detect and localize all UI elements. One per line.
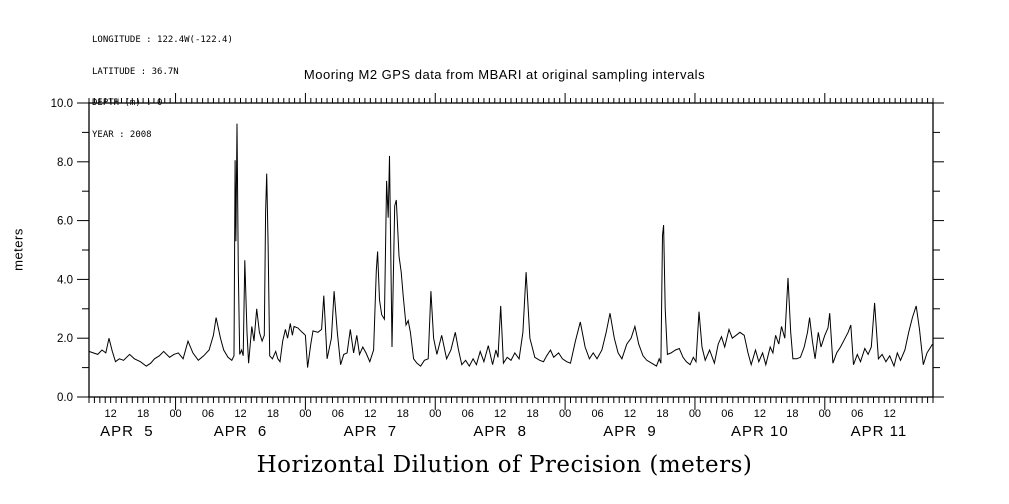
x-time-tick-label: 00 bbox=[819, 408, 831, 420]
metadata-latitude: LATITUDE : 36.7N bbox=[92, 66, 179, 77]
x-time-tick-label: 12 bbox=[884, 408, 896, 420]
x-time-tick-label: 00 bbox=[559, 408, 571, 420]
x-time-tick-label: 06 bbox=[462, 408, 474, 420]
x-time-tick-label: 18 bbox=[137, 408, 149, 420]
x-time-tick-label: 18 bbox=[527, 408, 539, 420]
x-date-label: APR 11 bbox=[851, 423, 908, 440]
x-time-tick-label: 00 bbox=[689, 408, 701, 420]
station-metadata-block: LONGITUDE : 122.4W(-122.4) LATITUDE : 36… bbox=[92, 14, 233, 161]
x-time-tick-label: 12 bbox=[494, 408, 506, 420]
x-time-tick-label: 00 bbox=[169, 408, 181, 420]
metadata-depth: DEPTH (m) : 0 bbox=[92, 98, 163, 108]
y-tick-label: 10.0 bbox=[51, 98, 73, 110]
metadata-longitude: LONGITUDE : 122.4W(-122.4) bbox=[92, 35, 233, 45]
x-axis-title: Horizontal Dilution of Precision (meters… bbox=[256, 452, 753, 478]
x-time-tick-label: 12 bbox=[105, 408, 117, 420]
x-time-tick-label: 00 bbox=[299, 408, 311, 420]
x-time-tick-label: 18 bbox=[786, 408, 798, 420]
x-time-tick-label: 12 bbox=[234, 408, 246, 420]
chart-title: Mooring M2 GPS data from MBARI at origin… bbox=[303, 67, 706, 82]
x-time-tick-label: 06 bbox=[332, 408, 344, 420]
x-time-tick-label: 18 bbox=[656, 408, 668, 420]
y-tick-label: 0.0 bbox=[57, 392, 73, 404]
x-date-label: APR 7 bbox=[344, 423, 398, 440]
metadata-year: YEAR : 2008 bbox=[92, 129, 152, 140]
y-tick-label: 2.0 bbox=[57, 333, 73, 345]
x-time-tick-label: 06 bbox=[851, 408, 863, 420]
x-time-tick-label: 18 bbox=[397, 408, 409, 420]
x-time-tick-label: 12 bbox=[754, 408, 766, 420]
y-axis-label: meters bbox=[10, 228, 26, 271]
x-time-tick-label: 12 bbox=[364, 408, 376, 420]
x-date-label: APR 10 bbox=[731, 423, 789, 440]
y-tick-label: 4.0 bbox=[57, 274, 73, 286]
series-line-hdop bbox=[88, 123, 933, 368]
y-tick-label: 8.0 bbox=[57, 157, 73, 169]
y-tick-label: 6.0 bbox=[57, 216, 73, 228]
x-time-tick-label: 06 bbox=[591, 408, 603, 420]
x-date-label: APR 6 bbox=[214, 423, 268, 440]
x-date-label: APR 8 bbox=[473, 423, 527, 440]
x-date-label: APR 5 bbox=[100, 423, 154, 440]
x-time-tick-label: 18 bbox=[267, 408, 279, 420]
x-time-tick-label: 00 bbox=[429, 408, 441, 420]
x-date-label: APR 9 bbox=[603, 423, 657, 440]
x-time-tick-label: 06 bbox=[202, 408, 214, 420]
x-time-tick-label: 06 bbox=[721, 408, 733, 420]
x-time-tick-label: 12 bbox=[624, 408, 636, 420]
